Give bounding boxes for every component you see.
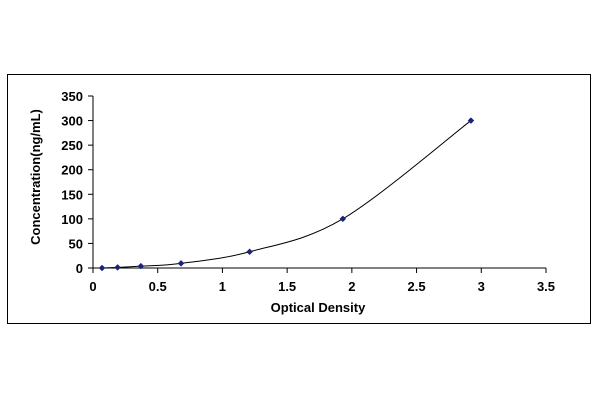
y-tick-label: 150 [61,187,83,202]
y-tick-label: 50 [69,236,83,251]
y-tick-label: 250 [61,138,83,153]
x-tick-label: 0 [89,279,96,294]
data-point-marker [98,264,106,272]
y-tick-label: 300 [61,114,83,129]
x-axis-title: Optical Density [271,300,366,315]
x-tick-label: 2.5 [408,279,426,294]
series-line [102,120,472,269]
y-tick-label: 0 [76,261,83,276]
data-point-marker [177,259,185,267]
chart-frame [7,74,591,324]
y-tick-label: 200 [61,163,83,178]
y-axis-title: Concentration(ng/mL) [28,109,43,245]
y-tick-label: 350 [61,89,83,104]
x-tick-label: 1.5 [278,279,296,294]
data-point-marker [114,264,121,271]
axes [92,96,546,269]
x-tick-label: 0.5 [149,279,167,294]
x-tick-label: 3 [478,279,485,294]
data-point-marker [246,248,253,256]
data-point-marker [467,117,475,124]
x-tick-label: 1 [219,279,226,294]
x-tick-label: 2 [348,279,355,294]
data-point-marker [137,262,145,270]
ticks: 0 50 100 150 200 250 300 350 0 0.5 1 1.5 2 2.5 3 3.5 [61,89,555,294]
series [98,117,475,272]
y-tick-label: 100 [61,212,83,227]
data-point-marker [339,215,347,223]
x-tick-label: 3.5 [537,279,555,294]
